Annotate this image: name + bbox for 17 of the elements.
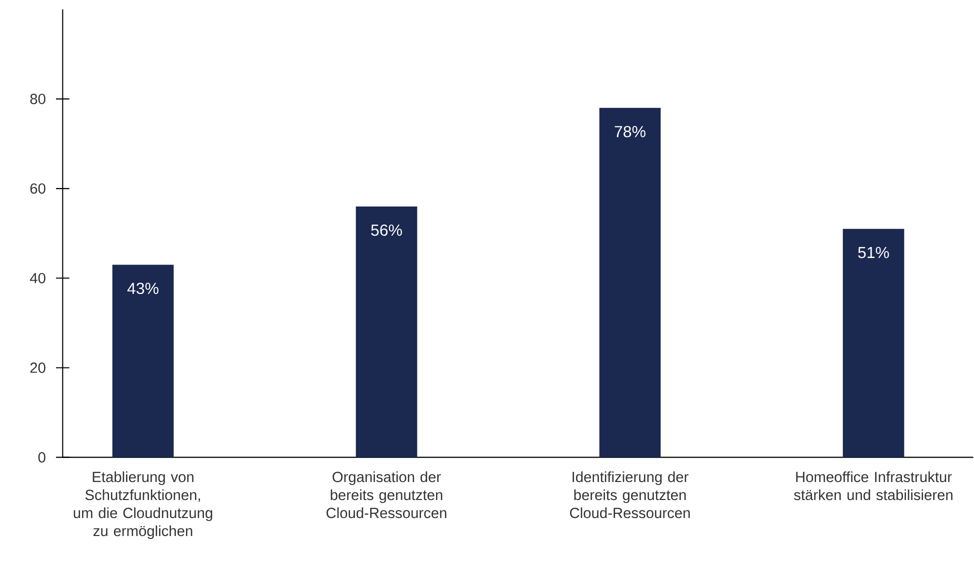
y-tick-label: 20 (30, 362, 46, 373)
bar (356, 206, 418, 458)
data-label: 43% (127, 282, 158, 294)
x-tick-label: Organisation der bereits genutzten Cloud-Ressourcen (326, 471, 446, 518)
y-tick-label: 0 (38, 452, 46, 463)
bar (842, 228, 904, 458)
x-tick-label: Identifizierung der bereits genutzten Cloud-Ressourcen (570, 471, 690, 518)
x-tick-label: Homeoffice Infrastruktur stärken und stabilisieren (794, 471, 952, 500)
data-label: 51% (858, 246, 889, 258)
y-tick-label: 60 (30, 183, 46, 194)
y-tick-label: 40 (30, 272, 46, 284)
x-tick-label: Etablierung von Schutzfunktionen, um die Cloudnutzung zu ermöglichen (74, 471, 212, 540)
bar (112, 264, 174, 458)
bar (599, 108, 661, 458)
data-label: 78% (614, 126, 646, 138)
y-tick-label: 80 (30, 94, 46, 104)
data-label: 56% (371, 224, 402, 236)
